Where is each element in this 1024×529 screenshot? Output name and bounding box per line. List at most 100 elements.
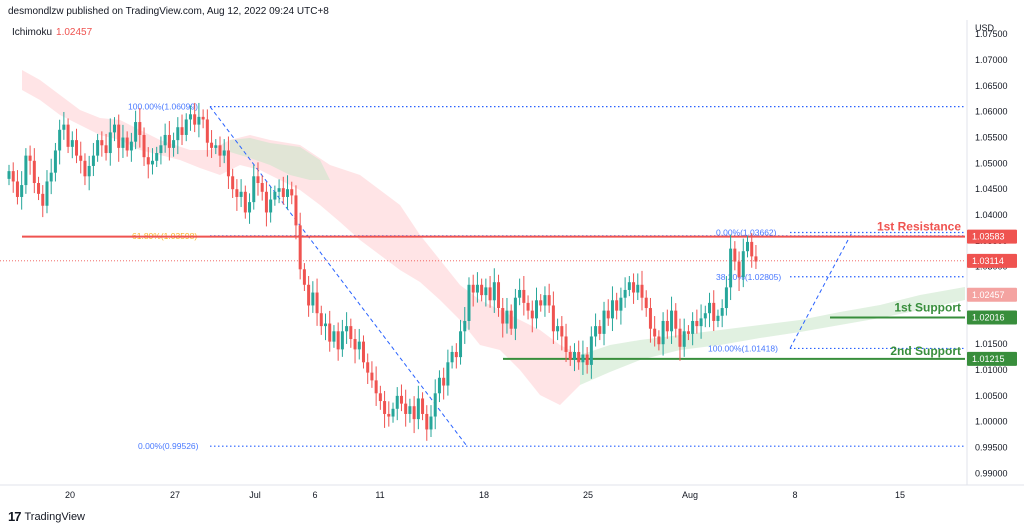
fib-label: 100.00%(1.01418) <box>708 343 778 353</box>
candle-body <box>585 354 589 365</box>
candle-body <box>37 183 41 194</box>
candle-body <box>324 323 327 327</box>
candle-body <box>674 310 678 329</box>
candle-body <box>720 308 724 316</box>
candle-body <box>644 297 648 309</box>
candle-body <box>79 155 83 161</box>
level-annotation: 1st Resistance <box>877 220 961 234</box>
indicator-value: 1.02457 <box>56 27 93 38</box>
candle-body <box>387 413 391 417</box>
candle-body <box>750 241 754 257</box>
candle-body <box>475 284 479 293</box>
candle-body <box>256 176 260 184</box>
candle-body <box>513 297 517 329</box>
candle-body <box>269 199 273 213</box>
candle-body <box>32 160 36 184</box>
candle-body <box>581 354 585 363</box>
candle-body <box>391 408 395 417</box>
candle-body <box>501 308 505 324</box>
candle-body <box>252 176 256 203</box>
y-tick-label: 0.99500 <box>975 443 1008 453</box>
indicator-label[interactable]: Ichimoku 1.02457 <box>12 27 92 38</box>
candle-body <box>530 310 534 319</box>
candle-body <box>91 155 95 166</box>
candle-body <box>100 140 104 146</box>
candle-body <box>70 140 74 147</box>
candle-body <box>627 282 631 290</box>
candle-body <box>349 326 353 340</box>
price-badge <box>967 229 1017 244</box>
y-tick-label: 1.01500 <box>975 339 1008 349</box>
candle-body <box>518 289 522 298</box>
candle-body <box>214 145 218 148</box>
candle-body <box>589 336 593 365</box>
candle-body <box>712 302 716 321</box>
y-tick-label: 1.06500 <box>975 81 1008 91</box>
candle-body <box>442 377 446 386</box>
candle-body <box>556 326 560 332</box>
candle-body <box>104 145 108 154</box>
candle-body <box>653 328 657 337</box>
x-tick-label: Jul <box>249 490 261 500</box>
candle-body <box>113 124 116 133</box>
candle-body <box>433 393 437 417</box>
candle-body <box>640 284 644 298</box>
candle-body <box>286 189 290 197</box>
candle-body <box>665 320 669 332</box>
x-tick-label: 8 <box>792 490 797 500</box>
candle-body <box>332 331 336 342</box>
candle-body <box>294 195 298 226</box>
candle-body <box>235 189 239 197</box>
y-tick-label: 1.06000 <box>975 107 1008 117</box>
candle-body <box>678 328 682 347</box>
candle-body <box>142 134 146 158</box>
candle-body <box>176 127 180 141</box>
price-badge <box>967 310 1017 325</box>
candle-body <box>606 310 610 319</box>
candle-body <box>366 362 370 373</box>
candle-body <box>87 165 91 177</box>
x-tick-label: 27 <box>170 490 180 500</box>
x-tick-labels: 20 27 Jul 6 11 18 25 Aug 8 15 <box>65 490 905 500</box>
candle-body <box>11 171 15 182</box>
y-tick-label: 1.04000 <box>975 210 1008 220</box>
candle-body <box>610 300 614 319</box>
candle-body <box>636 284 640 293</box>
x-tick-label: 25 <box>583 490 593 500</box>
price-badge-label: 1.03583 <box>972 232 1005 242</box>
candle-body <box>505 310 509 324</box>
candle-body <box>138 122 142 135</box>
price-badge <box>967 287 1017 302</box>
candle-body <box>273 191 277 200</box>
candle-body <box>28 155 32 161</box>
publish-header: desmondlzw published on TradingView.com,… <box>8 6 329 17</box>
cloud-bull-segment <box>230 138 330 180</box>
candle-body <box>184 119 188 135</box>
candle-body <box>729 248 733 288</box>
candle-body <box>226 150 230 177</box>
candle-body <box>290 189 294 196</box>
footer-brand-name: TradingView <box>24 510 86 523</box>
candle-body <box>463 320 467 332</box>
candle-body <box>163 134 167 146</box>
y-tick-label: 1.05000 <box>975 158 1008 168</box>
y-tick-label: 1.01000 <box>975 365 1008 375</box>
footer-brand[interactable]: 17 TradingView <box>8 509 85 524</box>
candle-body <box>197 116 201 125</box>
candle-body <box>180 127 184 135</box>
candle-body <box>699 318 703 327</box>
candle-body <box>408 406 412 414</box>
fib-trend-line <box>789 232 853 349</box>
candle-body <box>172 140 176 148</box>
level-annotations: 1st Resistance 1st Support 2nd Support <box>877 220 961 358</box>
candle-body <box>319 313 323 327</box>
candle-body <box>328 323 332 342</box>
candle-body <box>615 300 619 311</box>
candle-body <box>399 395 403 404</box>
candle-body <box>737 261 741 278</box>
candle-body <box>45 181 49 206</box>
y-tick-label: 1.05500 <box>975 133 1008 143</box>
candle-body <box>657 336 661 345</box>
price-badge-label: 1.01215 <box>972 354 1005 364</box>
